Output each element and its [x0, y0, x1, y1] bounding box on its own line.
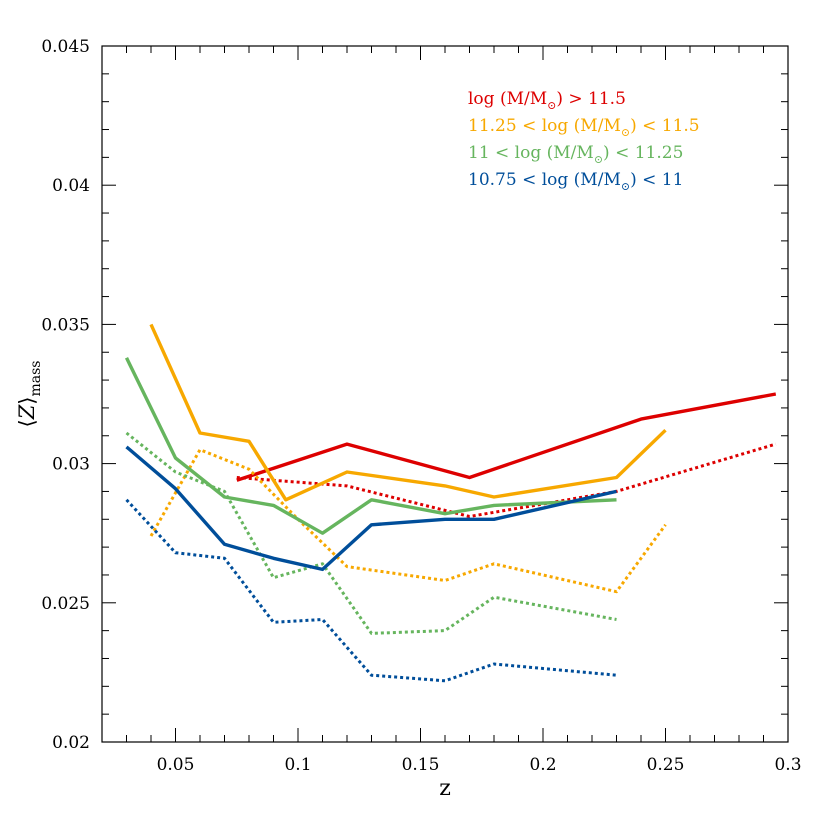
y-axis-title: ⟨Z⟩mass [15, 361, 44, 428]
legend-sun-symbol: ⊙ [547, 99, 556, 112]
legend-entry-prefix: log (M/M [468, 89, 547, 109]
legend-entry-prefix: 11.25 < log (M/M [468, 116, 621, 136]
legend-entry-suffix: ) < 11 [630, 170, 683, 190]
x-tick-label: 0.2 [529, 755, 556, 775]
series-line-2-solid [149, 323, 667, 502]
series-line-7-dotted [125, 498, 617, 683]
x-tick-label: 0.15 [402, 755, 440, 775]
series-line-4-solid [124, 357, 617, 535]
legend-entry-2: 11 < log (M/M⊙) < 11.25 [468, 143, 683, 166]
series-line-5-dotted [125, 431, 617, 635]
legend: log (M/M⊙) > 11.511.25 < log (M/M⊙) < 11… [468, 89, 700, 193]
y-axis-open-bracket: ⟨ [15, 419, 39, 427]
y-tick-label: 0.035 [41, 315, 90, 335]
x-axis-title: z [439, 776, 451, 801]
y-tick-label: 0.025 [41, 594, 90, 614]
legend-entry-prefix: 10.75 < log (M/M [468, 170, 621, 190]
legend-sun-symbol: ⊙ [594, 153, 603, 166]
y-axis-main-symbol: Z [15, 404, 39, 420]
x-tick-label: 0.05 [157, 755, 195, 775]
legend-sun-symbol: ⊙ [621, 126, 630, 139]
y-tick-label: 0.045 [41, 37, 90, 57]
y-tick-label: 0.03 [52, 455, 90, 475]
x-tick-label: 0.25 [647, 755, 685, 775]
legend-entry-1: 11.25 < log (M/M⊙) < 11.5 [468, 116, 700, 139]
series-line-1-dotted [236, 442, 777, 518]
legend-entry-prefix: 11 < log (M/M [468, 143, 594, 163]
x-tick-label: 0.3 [774, 755, 801, 775]
plot-frame [101, 45, 789, 743]
series-layer [124, 323, 777, 683]
series-line-3-dotted [149, 448, 667, 594]
y-tick-label: 0.02 [52, 733, 90, 753]
legend-sun-symbol: ⊙ [621, 180, 630, 193]
series-line-6-solid [125, 445, 617, 572]
legend-entry-0: log (M/M⊙) > 11.5 [468, 89, 626, 112]
x-tick-label: 0.1 [284, 755, 311, 775]
series-line-0-solid [236, 392, 777, 482]
ticks-layer: 0.05 0.1 0.15 0.2 0.25 0.3 0.02 0.025 0.03 0.035 0… [41, 37, 801, 775]
legend-entry-suffix: ) < 11.25 [603, 143, 683, 163]
legend-entry-3: 10.75 < log (M/M⊙) < 11 [468, 170, 683, 193]
y-axis-subscript: mass [28, 361, 44, 397]
legend-entry-suffix: ) > 11.5 [556, 89, 626, 109]
legend-entry-suffix: ) < 11.5 [630, 116, 700, 136]
y-axis-close-bracket: ⟩ [15, 397, 39, 405]
y-tick-label: 0.04 [52, 176, 90, 196]
